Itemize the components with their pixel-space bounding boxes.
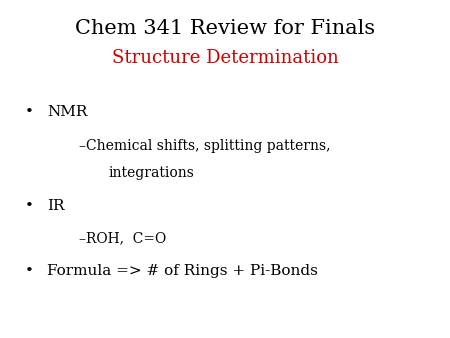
Text: Structure Determination: Structure Determination: [112, 49, 338, 67]
Text: •: •: [25, 105, 34, 119]
Text: IR: IR: [47, 199, 65, 213]
Text: NMR: NMR: [47, 105, 88, 119]
Text: Formula => # of Rings + Pi-Bonds: Formula => # of Rings + Pi-Bonds: [47, 264, 318, 277]
Text: •: •: [25, 264, 34, 277]
Text: Chem 341 Review for Finals: Chem 341 Review for Finals: [75, 19, 375, 38]
Text: integrations: integrations: [108, 166, 194, 179]
Text: –Chemical shifts, splitting patterns,: –Chemical shifts, splitting patterns,: [79, 139, 330, 152]
Text: •: •: [25, 199, 34, 213]
Text: –ROH,  C=O: –ROH, C=O: [79, 232, 166, 245]
